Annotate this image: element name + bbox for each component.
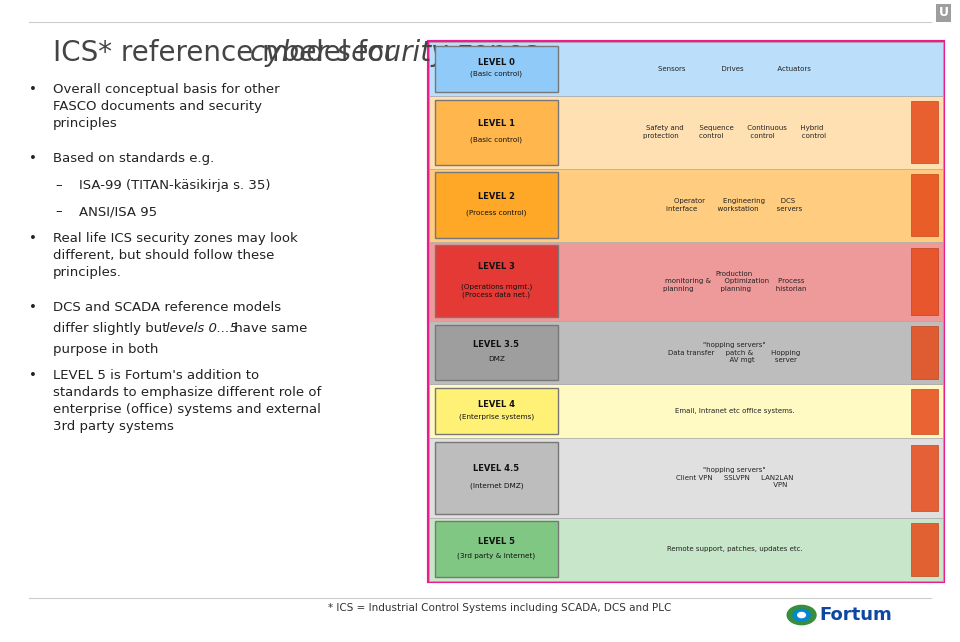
FancyBboxPatch shape	[435, 388, 558, 435]
Bar	[429, 42, 943, 96]
Bar	[911, 445, 938, 511]
Bar	[911, 326, 938, 379]
Text: •: •	[29, 83, 36, 96]
Circle shape	[787, 605, 816, 625]
FancyBboxPatch shape	[435, 46, 558, 92]
Text: Real life ICS security zones may look
different, but should follow these
princip: Real life ICS security zones may look di…	[53, 232, 298, 279]
Text: LEVEL 0: LEVEL 0	[478, 58, 515, 67]
Text: •: •	[29, 300, 36, 313]
Bar	[911, 248, 938, 315]
Text: LEVEL 4: LEVEL 4	[478, 401, 515, 410]
Text: •: •	[29, 370, 36, 383]
Bar	[429, 169, 943, 241]
Bar	[911, 101, 938, 163]
Text: LEVEL 1: LEVEL 1	[478, 119, 515, 128]
Text: (3rd party & Internet): (3rd party & Internet)	[457, 552, 536, 559]
Text: (Basic control): (Basic control)	[470, 71, 522, 77]
Text: LEVEL 5 is Fortum's addition to
standards to emphasize different role of
enterpr: LEVEL 5 is Fortum's addition to standard…	[53, 370, 321, 433]
Bar	[911, 388, 938, 434]
FancyBboxPatch shape	[435, 245, 558, 317]
FancyBboxPatch shape	[435, 325, 558, 381]
Bar	[911, 523, 938, 576]
Bar	[429, 385, 943, 438]
Text: (Basic control): (Basic control)	[470, 136, 522, 143]
Text: DMZ: DMZ	[488, 356, 505, 362]
Text: LEVEL 2: LEVEL 2	[478, 192, 515, 201]
Text: LEVEL 5: LEVEL 5	[478, 537, 515, 546]
FancyBboxPatch shape	[435, 442, 558, 514]
Text: Based on standards e.g.: Based on standards e.g.	[53, 152, 214, 165]
FancyBboxPatch shape	[435, 100, 558, 165]
FancyBboxPatch shape	[435, 173, 558, 238]
Text: Sensors                Drives               Actuators: Sensors Drives Actuators	[658, 65, 811, 72]
Text: have same: have same	[230, 322, 308, 334]
Text: (Process control): (Process control)	[467, 209, 526, 216]
Text: purpose in both: purpose in both	[53, 343, 158, 356]
Text: ANSI/ISA 95: ANSI/ISA 95	[79, 205, 156, 218]
Text: cyber security zones: cyber security zones	[250, 39, 537, 67]
Text: LEVEL 3: LEVEL 3	[478, 263, 515, 272]
Text: Remote support, patches, updates etc.: Remote support, patches, updates etc.	[666, 546, 803, 552]
Circle shape	[798, 612, 805, 618]
Bar	[429, 321, 943, 385]
Circle shape	[793, 609, 810, 621]
Text: (Operations mgmt.)
(Process data net.): (Operations mgmt.) (Process data net.)	[461, 284, 532, 298]
Text: Overall conceptual basis for other
FASCO documents and security
principles: Overall conceptual basis for other FASCO…	[53, 83, 279, 130]
Text: (Internet DMZ): (Internet DMZ)	[469, 483, 523, 489]
Bar	[429, 517, 943, 581]
Text: LEVEL 4.5: LEVEL 4.5	[473, 464, 519, 473]
Text: Fortum: Fortum	[819, 606, 892, 624]
Bar	[911, 175, 938, 236]
Text: Email, Intranet etc office systems.: Email, Intranet etc office systems.	[675, 408, 794, 414]
Text: U: U	[939, 6, 948, 19]
Text: "hopping servers"
Data transfer     patch &        Hopping
                     : "hopping servers" Data transfer patch & …	[668, 342, 801, 363]
Text: LEVEL 3.5: LEVEL 3.5	[473, 340, 519, 349]
Text: ICS* reference model for: ICS* reference model for	[53, 39, 404, 67]
Text: •: •	[29, 232, 36, 245]
Text: Production
monitoring &      Optimization    Process
planning            plannin: Production monitoring & Optimization Pro…	[662, 271, 806, 291]
Text: DCS and SCADA reference models: DCS and SCADA reference models	[53, 300, 281, 313]
Text: Operator        Engineering       DCS
interface         workstation        serve: Operator Engineering DCS interface works…	[666, 198, 803, 212]
FancyBboxPatch shape	[435, 521, 558, 577]
Text: •: •	[29, 152, 36, 165]
Text: (Enterprise systems): (Enterprise systems)	[459, 413, 534, 420]
Text: –: –	[56, 205, 62, 218]
Text: ISA-99 (TITAN-käsikirja s. 35): ISA-99 (TITAN-käsikirja s. 35)	[79, 178, 270, 192]
Text: "hopping servers"
Client VPN     SSLVPN     LAN2LAN
                            : "hopping servers" Client VPN SSLVPN LAN2…	[676, 467, 793, 489]
Bar	[429, 438, 943, 517]
Text: –: –	[56, 178, 62, 192]
Bar	[429, 96, 943, 169]
Text: differ slightly but: differ slightly but	[53, 322, 172, 334]
Text: Safety and       Sequence      Continuous      Hybrid
protection         control: Safety and Sequence Continuous Hybrid pr…	[643, 125, 826, 139]
Bar	[429, 241, 943, 321]
Text: * ICS = Industrial Control Systems including SCADA, DCS and PLC: * ICS = Industrial Control Systems inclu…	[327, 603, 671, 614]
FancyBboxPatch shape	[429, 42, 943, 581]
Text: levels 0...5: levels 0...5	[166, 322, 238, 334]
